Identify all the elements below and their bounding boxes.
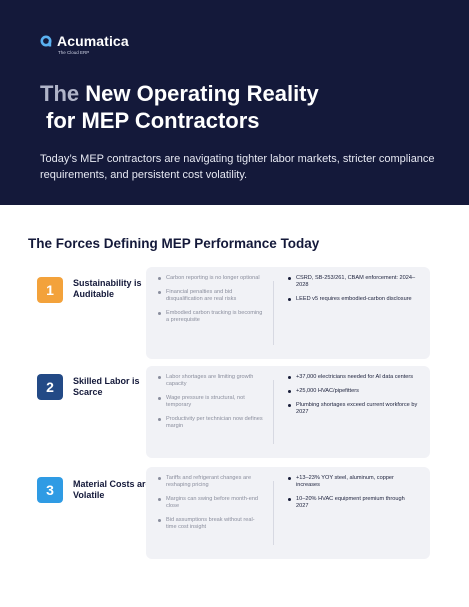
bullet-icon: [158, 519, 161, 522]
force-number-badge: 3: [37, 477, 63, 503]
hero-title-part1: The: [40, 81, 80, 106]
impact-item: Wage pressure is structural, not tempora…: [156, 395, 264, 409]
fact-list: +37,000 electricians needed for AI data …: [286, 374, 418, 423]
impact-item: Bid assumptions break without real-time …: [156, 517, 264, 531]
acumatica-logo: Acumatica The Cloud ERP: [40, 33, 129, 55]
bullet-icon: [158, 418, 161, 421]
bullet-icon: [288, 376, 291, 379]
force-card: Tariffs and refrigerant changes are resh…: [146, 467, 430, 559]
acumatica-logo-icon: [40, 35, 52, 47]
impact-list: Carbon reporting is no longer optional F…: [156, 275, 264, 331]
force-number-badge: 1: [37, 277, 63, 303]
bullet-icon: [158, 477, 161, 480]
card-divider: [273, 481, 274, 545]
force-title: Material Costs are Volatile: [73, 479, 151, 500]
force-number-badge: 2: [37, 374, 63, 400]
impact-list: Labor shortages are limiting growth capa…: [156, 374, 264, 437]
impact-list: Tariffs and refrigerant changes are resh…: [156, 475, 264, 538]
brand-name: Acumatica: [57, 33, 129, 49]
card-divider: [273, 281, 274, 345]
force-card: Carbon reporting is no longer optional F…: [146, 267, 430, 359]
bullet-icon: [158, 312, 161, 315]
impact-item: Productivity per technician now defines …: [156, 416, 264, 430]
brand-tagline: The Cloud ERP: [58, 50, 90, 55]
impact-item: Financial penalties and bid disqualifica…: [156, 289, 264, 303]
bullet-icon: [158, 397, 161, 400]
impact-item: Embodied carbon tracking is becoming a p…: [156, 310, 264, 324]
hero-subtitle: Today’s MEP contractors are navigating t…: [40, 153, 435, 181]
hero-title: The New Operating Reality for MEP Contra…: [40, 80, 440, 134]
bullet-icon: [158, 291, 161, 294]
fact-item: +13–23% YOY steel, aluminum, copper incr…: [286, 475, 418, 489]
force-row-skilled-labor: 2 Skilled Labor is Scarce Labor shortage…: [28, 366, 430, 458]
fact-item: LEED v5 requires embodied-carbon disclos…: [286, 296, 418, 303]
impact-item: Tariffs and refrigerant changes are resh…: [156, 475, 264, 489]
fact-item: 10–20% HVAC equipment premium through 20…: [286, 496, 418, 510]
bullet-icon: [288, 498, 291, 501]
impact-item: Margins can swing before month-end close: [156, 496, 264, 510]
bullet-icon: [288, 404, 291, 407]
fact-item: CSRD, SB-253/261, CBAM enforcement: 2024…: [286, 275, 418, 289]
bullet-icon: [158, 498, 161, 501]
bullet-icon: [288, 277, 291, 280]
fact-item: Plumbing shortages exceed current workfo…: [286, 402, 418, 416]
hero-title-line2: for MEP Contractors: [46, 108, 260, 133]
force-title: Sustainability is Auditable: [73, 278, 142, 299]
bullet-icon: [288, 477, 291, 480]
card-divider: [273, 380, 274, 444]
force-card: Labor shortages are limiting growth capa…: [146, 366, 430, 458]
impact-item: Labor shortages are limiting growth capa…: [156, 374, 264, 388]
fact-item: +37,000 electricians needed for AI data …: [286, 374, 418, 381]
hero-title-part2: New Operating Reality: [79, 81, 319, 106]
bullet-icon: [288, 390, 291, 393]
fact-list: CSRD, SB-253/261, CBAM enforcement: 2024…: [286, 275, 418, 310]
section-title: The Forces Defining MEP Performance Toda…: [28, 236, 320, 251]
force-title: Skilled Labor is Scarce: [73, 376, 140, 397]
hero-banner: Acumatica The Cloud ERP The New Operatin…: [0, 0, 469, 205]
bullet-icon: [158, 376, 161, 379]
force-row-material-costs: 3 Material Costs are Volatile Tariffs an…: [28, 467, 430, 559]
fact-list: +13–23% YOY steel, aluminum, copper incr…: [286, 475, 418, 517]
bullet-icon: [288, 298, 291, 301]
fact-item: +25,000 HVAC/pipefitters: [286, 388, 418, 395]
impact-item: Carbon reporting is no longer optional: [156, 275, 264, 282]
force-row-sustainability: 1 Sustainability is Auditable Carbon rep…: [28, 267, 430, 359]
bullet-icon: [158, 277, 161, 280]
